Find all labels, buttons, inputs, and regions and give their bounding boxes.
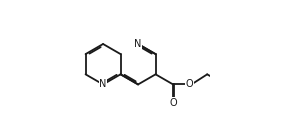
Text: N: N	[99, 79, 107, 89]
Text: O: O	[169, 98, 177, 108]
Text: O: O	[186, 79, 193, 89]
Text: N: N	[134, 39, 142, 49]
